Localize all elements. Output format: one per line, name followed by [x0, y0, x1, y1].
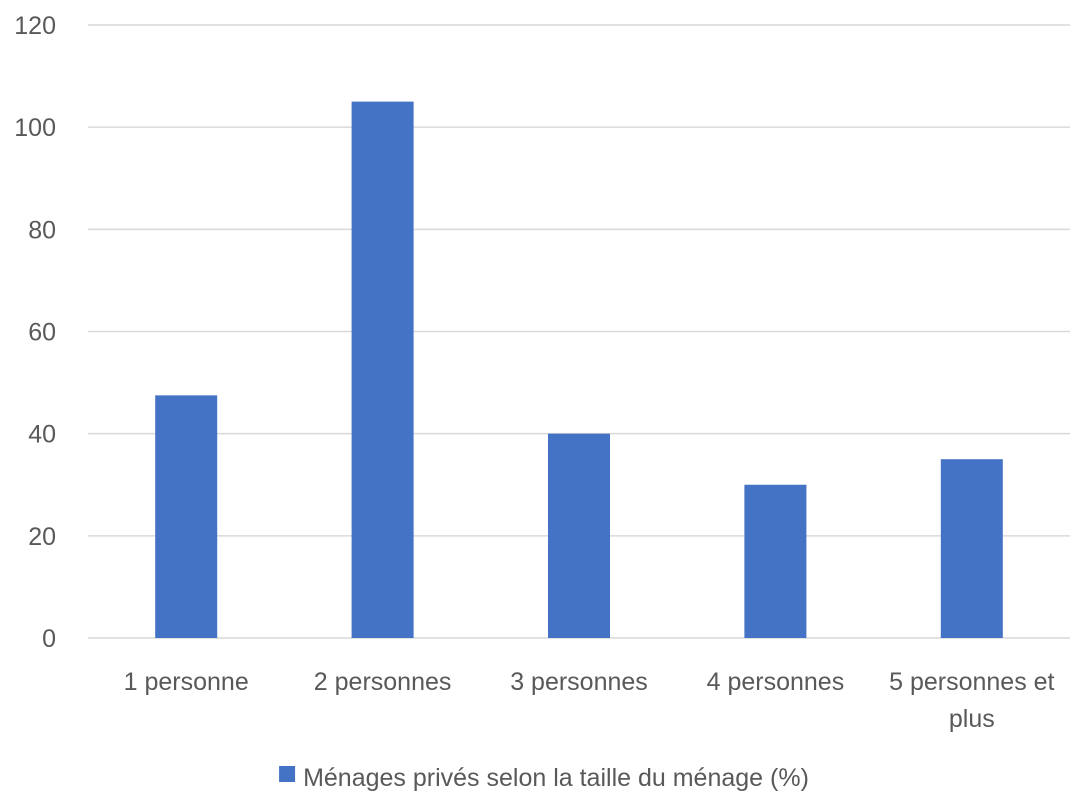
bar-5	[940, 459, 1003, 638]
bar-1	[155, 395, 218, 638]
legend-label: Ménages privés selon la taille du ménage…	[303, 764, 809, 792]
y-tick-label-80: 80	[28, 216, 56, 244]
y-tick-label-40: 40	[28, 421, 56, 449]
y-tick-label-20: 20	[28, 523, 56, 551]
y-axis-tick-labels: 0 20 40 60 80 100 120	[14, 12, 56, 653]
x-category-label-4: 4 personnes	[707, 668, 845, 696]
x-category-label-1: 1 personne	[124, 668, 249, 696]
x-category-label-line: 4 personnes	[707, 668, 845, 696]
y-tick-label-60: 60	[28, 319, 56, 347]
x-category-label-line: 2 personnes	[314, 668, 452, 696]
bar-4	[744, 484, 807, 638]
x-category-label-2: 2 personnes	[314, 668, 452, 696]
y-tick-label-100: 100	[14, 114, 56, 142]
x-category-label-line: plus	[949, 705, 995, 733]
x-category-label-5: 5 personnes et plus	[889, 668, 1054, 733]
bar-2	[351, 101, 414, 638]
bar-series	[155, 101, 1003, 638]
legend: Ménages privés selon la taille du ménage…	[279, 764, 809, 792]
x-category-label-line: 1 personne	[124, 668, 249, 696]
x-category-label-line: 5 personnes et	[889, 668, 1054, 696]
x-category-label-line: 3 personnes	[510, 668, 648, 696]
bar-3	[548, 433, 610, 638]
legend-swatch	[279, 766, 296, 782]
y-tick-label-0: 0	[42, 625, 56, 653]
x-category-label-3: 3 personnes	[510, 668, 648, 696]
x-axis-category-labels: 1 personne 2 personnes 3 personnes 4 person…	[124, 668, 1055, 733]
y-tick-label-120: 120	[14, 12, 56, 40]
